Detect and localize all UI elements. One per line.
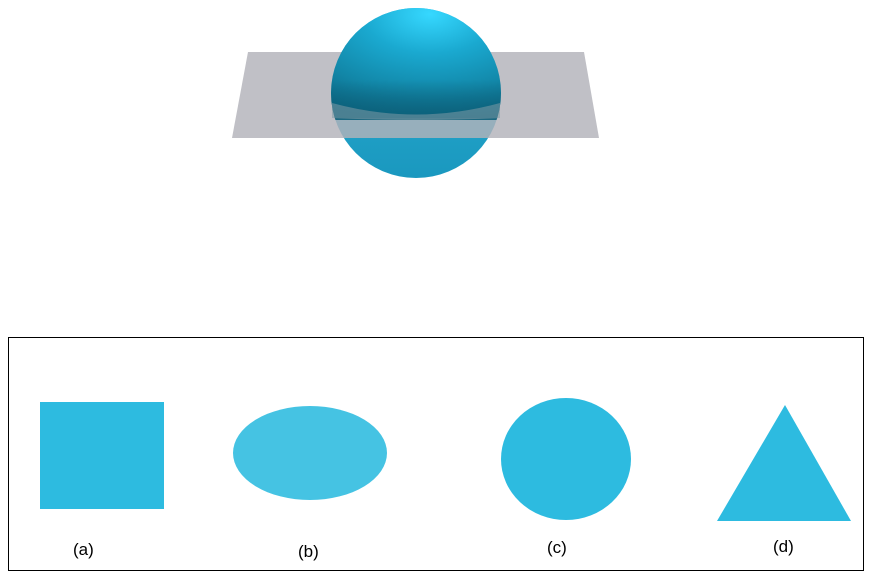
triangle-shape — [717, 405, 851, 521]
options-panel: (a) (b) (c) (d) — [8, 337, 864, 571]
option-label-d: (d) — [773, 537, 794, 556]
ellipse-shape — [233, 406, 387, 500]
sphere-plane-scene — [232, 8, 599, 178]
option-label-c: (c) — [547, 538, 567, 557]
option-label-b: (b) — [298, 542, 319, 561]
circle-shape — [501, 398, 631, 520]
option-shapes — [40, 398, 851, 521]
option-label-a: (a) — [73, 540, 94, 559]
square-shape — [40, 402, 164, 509]
section-edge — [332, 103, 500, 120]
